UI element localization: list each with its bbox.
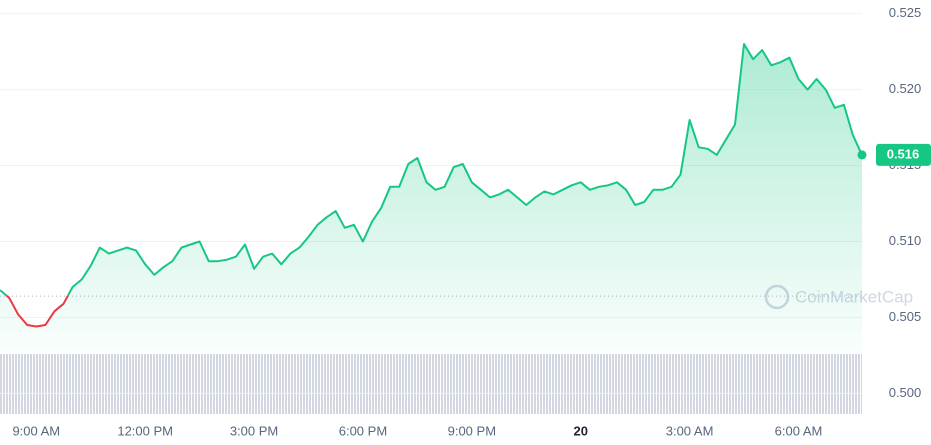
x-tick-label: 3:00 PM: [230, 423, 278, 438]
x-tick-label: 9:00 AM: [12, 423, 60, 438]
x-tick-label: 12:00 PM: [117, 423, 173, 438]
x-tick-label: 20: [573, 423, 587, 438]
y-tick-label: 0.510: [889, 233, 922, 248]
price-area: [0, 44, 862, 354]
y-tick-label: 0.525: [889, 5, 922, 20]
y-tick-label: 0.520: [889, 81, 922, 96]
x-tick-label: 6:00 AM: [775, 423, 823, 438]
x-tick-label: 3:00 AM: [666, 423, 714, 438]
y-tick-label: 0.500: [889, 385, 922, 400]
x-tick-label: 6:00 PM: [339, 423, 387, 438]
volume-bars: [0, 354, 862, 414]
last-point: [857, 150, 867, 160]
y-tick-label: 0.505: [889, 309, 922, 324]
price-badge: [876, 143, 931, 166]
price-line: [0, 43, 863, 328]
x-tick-label: 9:00 PM: [448, 423, 496, 438]
price-badge-label: 0.516: [887, 146, 920, 161]
